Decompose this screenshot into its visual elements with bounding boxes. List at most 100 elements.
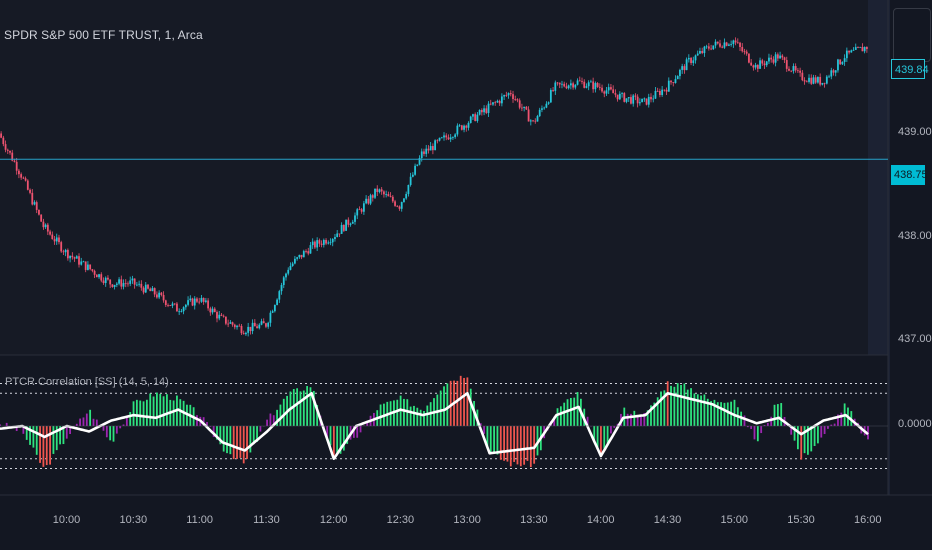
candle-body bbox=[13, 160, 16, 162]
candle-body bbox=[514, 99, 517, 100]
candle-body bbox=[42, 221, 45, 228]
histogram-bar bbox=[413, 405, 415, 426]
candle-body bbox=[349, 223, 352, 225]
histogram-bar bbox=[533, 426, 536, 464]
candle-body bbox=[394, 201, 396, 206]
candle-body bbox=[400, 202, 403, 209]
candle-body bbox=[837, 59, 839, 71]
candle-body bbox=[251, 322, 254, 332]
histogram-bar bbox=[813, 426, 816, 447]
candle-body bbox=[574, 84, 577, 88]
histogram-bar bbox=[396, 399, 399, 426]
candle-body bbox=[196, 298, 198, 302]
candle-body bbox=[521, 107, 523, 109]
histogram-bar bbox=[69, 426, 72, 434]
candle-body bbox=[242, 333, 245, 335]
chart-settings-panel[interactable] bbox=[893, 8, 931, 62]
candle-body bbox=[20, 174, 23, 178]
candle-body bbox=[732, 40, 735, 45]
candle-body bbox=[87, 264, 89, 270]
candle-body bbox=[233, 324, 236, 328]
candle-body bbox=[434, 140, 437, 151]
candle-body bbox=[169, 305, 172, 306]
candlestick-series bbox=[0, 37, 868, 337]
candle-body bbox=[683, 66, 686, 71]
histogram-bar bbox=[506, 426, 509, 462]
candle-body bbox=[385, 194, 388, 195]
candle-body bbox=[425, 148, 428, 154]
candle-body bbox=[158, 292, 161, 298]
histogram-bar bbox=[493, 426, 495, 454]
candle-body bbox=[534, 120, 537, 122]
candle-body bbox=[260, 321, 263, 325]
candle-body bbox=[817, 77, 819, 83]
histogram-bar bbox=[706, 398, 709, 426]
candle-body bbox=[467, 122, 470, 128]
candle-body bbox=[529, 120, 532, 122]
last-price-badge: 439.84 bbox=[891, 59, 929, 79]
candle-body bbox=[391, 196, 394, 202]
candle-body bbox=[15, 161, 18, 171]
histogram-bar bbox=[449, 380, 452, 426]
histogram-bar bbox=[296, 388, 299, 426]
candle-body bbox=[178, 311, 181, 313]
candle-body bbox=[512, 94, 514, 100]
candle-body bbox=[659, 91, 661, 95]
candle-body bbox=[151, 288, 154, 292]
candle-body bbox=[351, 221, 354, 224]
candle-body bbox=[569, 83, 572, 86]
histogram-bar bbox=[416, 407, 419, 426]
candle-body bbox=[810, 77, 813, 84]
candle-body bbox=[623, 93, 626, 102]
candle-body bbox=[790, 70, 793, 72]
histogram-bar bbox=[696, 394, 699, 426]
candle-body bbox=[463, 125, 465, 130]
histogram-bar bbox=[600, 426, 602, 457]
candle-body bbox=[209, 308, 212, 313]
candle-body bbox=[823, 82, 826, 84]
histogram-bar bbox=[636, 416, 639, 426]
histogram-bar bbox=[483, 426, 485, 434]
candle-body bbox=[414, 165, 416, 175]
candle-body bbox=[298, 254, 301, 258]
histogram-bar bbox=[156, 392, 158, 426]
time-axis-tick: 14:30 bbox=[653, 514, 682, 526]
histogram-bar bbox=[643, 412, 646, 426]
histogram-bar bbox=[563, 402, 566, 426]
histogram-bar bbox=[463, 377, 465, 426]
candle-body bbox=[480, 109, 483, 113]
candle-body bbox=[670, 80, 672, 83]
candle-body bbox=[129, 280, 132, 284]
histogram-bar bbox=[25, 426, 28, 440]
histogram-bar bbox=[606, 426, 609, 446]
histogram-bar bbox=[509, 426, 512, 467]
candle-body bbox=[607, 87, 610, 91]
candle-body bbox=[730, 44, 733, 45]
candle-body bbox=[307, 251, 310, 254]
candle-body bbox=[854, 47, 857, 50]
candle-body bbox=[581, 81, 583, 82]
candle-body bbox=[4, 144, 7, 150]
candle-body bbox=[24, 178, 27, 181]
histogram-bar bbox=[229, 426, 232, 455]
candle-body bbox=[474, 114, 477, 121]
candle-body bbox=[102, 280, 105, 284]
candle-body bbox=[494, 102, 497, 104]
candle-body bbox=[11, 152, 14, 161]
histogram-bar bbox=[800, 426, 803, 460]
candle-body bbox=[9, 150, 11, 153]
candle-body bbox=[58, 237, 60, 243]
histogram-bar bbox=[526, 426, 529, 461]
histogram-bar bbox=[299, 391, 302, 426]
candle-body bbox=[322, 239, 325, 245]
histogram-bar bbox=[232, 426, 235, 460]
candle-body bbox=[245, 332, 247, 335]
histogram-bar bbox=[196, 415, 198, 426]
candle-body bbox=[452, 137, 454, 138]
candle-body bbox=[541, 108, 543, 110]
candle-body bbox=[380, 189, 383, 192]
histogram-bar bbox=[39, 426, 41, 463]
histogram-bar bbox=[246, 426, 248, 459]
candle-body bbox=[149, 288, 152, 292]
